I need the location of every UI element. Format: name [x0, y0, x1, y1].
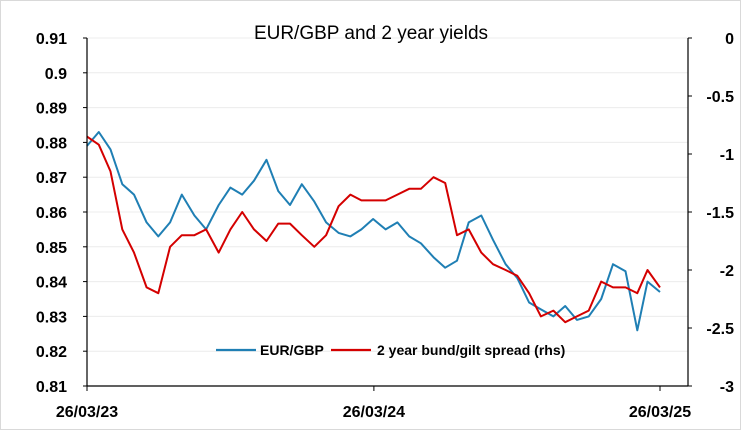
- y2-tick-label: -2.5: [706, 321, 734, 338]
- legend: EUR/GBP 2 year bund/gilt spread (rhs): [216, 342, 565, 358]
- series-line-eurgbp: [86, 131, 661, 332]
- y-tick-label: 0.88: [36, 135, 67, 152]
- x-tick-label: 26/03/24: [343, 404, 405, 421]
- y2-tick-label: 0: [725, 31, 734, 48]
- axes: [83, 37, 692, 391]
- y2-tick-label: -3: [720, 379, 734, 396]
- y-tick-label: 0.84: [36, 275, 67, 292]
- y-tick-label: 0.82: [36, 344, 67, 361]
- y2-tick-label: -1: [720, 147, 734, 164]
- series-line-spread: [86, 135, 661, 324]
- tick-labels: 0.81 0.82 0.83 0.84 0.85 0.86 0.87 0.88 0.89 0.9 0…: [36, 31, 734, 421]
- series-lines: [86, 131, 661, 332]
- y2-tick-label: -0.5: [706, 89, 734, 106]
- y-tick-label: 0.86: [36, 205, 67, 222]
- grid-lines: [87, 37, 688, 387]
- y-tick-label: 0.81: [36, 379, 67, 396]
- y-tick-label: 0.85: [36, 240, 67, 257]
- y2-tick-label: -1.5: [706, 205, 734, 222]
- x-tick-label: 26/03/23: [56, 404, 118, 421]
- legend-label-eurgbp: EUR/GBP: [260, 342, 324, 358]
- y2-tick-label: -2: [720, 263, 734, 280]
- y-tick-label: 0.89: [36, 101, 67, 118]
- legend-label-spread: 2 year bund/gilt spread (rhs): [377, 342, 565, 358]
- y-tick-label: 0.91: [36, 31, 67, 48]
- y-tick-label: 0.9: [45, 66, 67, 83]
- y-tick-label: 0.83: [36, 309, 67, 326]
- y-tick-label: 0.87: [36, 170, 67, 187]
- chart-title: EUR/GBP and 2 year yields: [254, 23, 488, 44]
- x-tick-label: 26/03/25: [629, 404, 691, 421]
